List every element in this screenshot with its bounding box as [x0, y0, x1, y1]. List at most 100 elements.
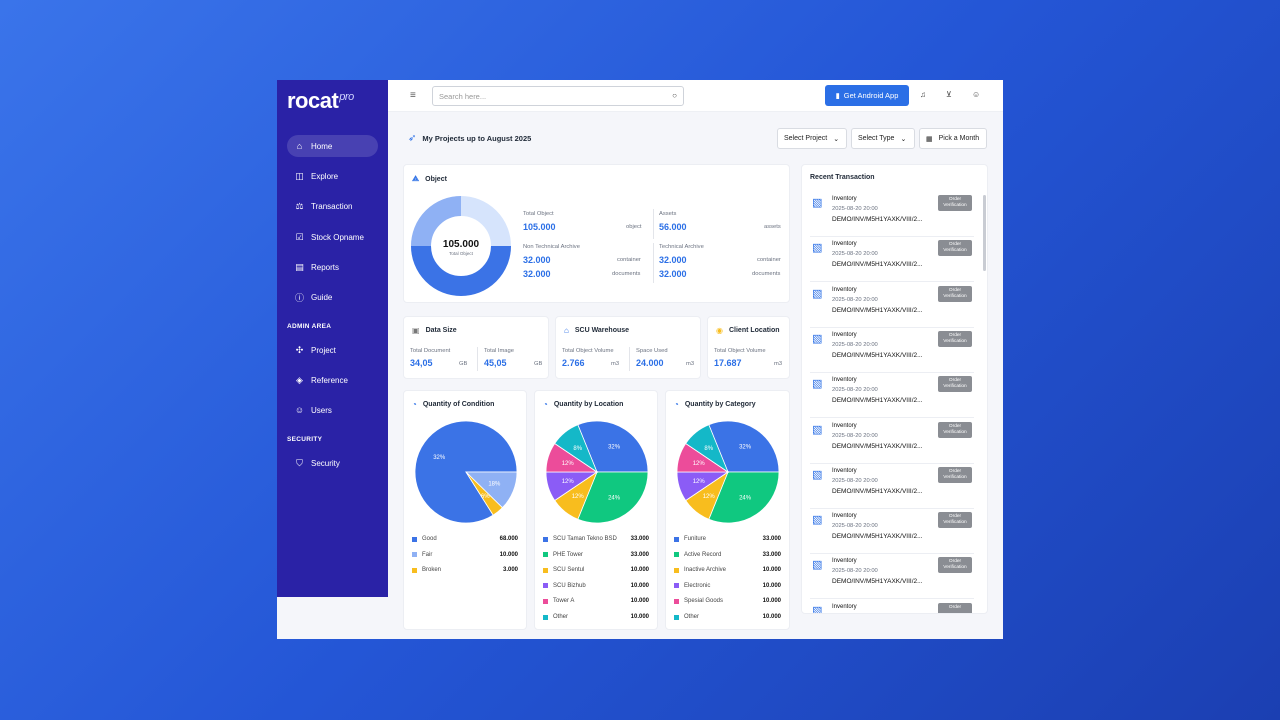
- transaction-code: DEMO/INV/M5H1YAXK/VIII/2...: [832, 261, 923, 269]
- quantity-of-condition-card: ◔ Quantity of Condition 32% 18% 6% Good 68.…: [403, 390, 527, 630]
- transaction-title: Inventory: [832, 513, 857, 520]
- transaction-title: Inventory: [832, 558, 857, 565]
- transaction-code: DEMO/INV/M5H1YAXK/VIII/2...: [832, 533, 923, 541]
- transaction-item[interactable]: ▧ Inventory Order: [810, 600, 974, 613]
- pie-slice: [685, 424, 729, 474]
- legend-swatch: [674, 598, 679, 604]
- pie-slice: [554, 424, 598, 474]
- status-badge: Order Verification: [938, 195, 972, 211]
- quantity-by-category-card: ◔ Quantity by Category 32% 24% 12% 12% 12% 8%…: [665, 390, 790, 630]
- sidebar: rocatpro ⌂ Home ◫ Explore ⚖ Transaction ☑ St…: [277, 80, 388, 597]
- legend-label: Tower A: [553, 598, 575, 605]
- transaction-code: DEMO/INV/M5H1YAXK/VIII/2...: [832, 216, 923, 223]
- chevron-down-icon: ⌄: [900, 135, 907, 143]
- transaction-code: DEMO/INV/M5H1YAXK/VIII/2...: [832, 487, 923, 495]
- legend-swatch: [543, 614, 548, 620]
- transaction-item[interactable]: ▧ Inventory 2025-08-20 20:00 DEMO/INV/M5H1Y…: [810, 373, 974, 419]
- transaction-item[interactable]: ▧ Inventory 2025-08-20 20:00 DEMO/INV/M5H1Y…: [810, 283, 974, 328]
- logo: rocatpro: [287, 88, 354, 113]
- pie-slice-label: 24%: [608, 495, 621, 501]
- pie-slice: [708, 420, 780, 473]
- legend-label: PHE Tower: [553, 551, 583, 558]
- sidebar-item-reports[interactable]: ▤ Reports: [295, 261, 340, 272]
- legend-value: 33.000: [762, 536, 781, 542]
- sidebar-item-explore[interactable]: ◫ Explore: [295, 170, 339, 181]
- profile-icon[interactable]: ☺: [972, 90, 981, 99]
- sidebar-item-reference[interactable]: ◈ Reference: [287, 369, 378, 391]
- sidebar-item-home[interactable]: ⌂ Home: [287, 135, 378, 157]
- status-badge: Order Verification: [938, 421, 972, 438]
- android-icon: ▮: [835, 91, 840, 100]
- legend-label: Active Record: [684, 551, 722, 558]
- transaction-item[interactable]: ▧ Inventory 2025-08-20 20:00 DEMO/INV/M5H1Y…: [810, 419, 974, 464]
- transaction-date: 2025-08-20 20:00: [832, 341, 878, 348]
- page-title: ➶ My Projects up to August 2025: [408, 133, 532, 144]
- bell-icon[interactable]: ♫: [920, 90, 926, 99]
- database-icon: ▣: [412, 326, 420, 335]
- pie-chart-icon: ◔: [674, 400, 679, 409]
- transaction-item[interactable]: ▧ Inventory 2025-08-20 20:00 DEMO/INV/M5H1Y…: [810, 464, 974, 509]
- inventory-icon: ▧: [812, 242, 823, 255]
- legend-swatch: [412, 567, 417, 573]
- status-badge: Order Verification: [938, 330, 972, 347]
- scrollbar[interactable]: [983, 195, 986, 271]
- transaction-item[interactable]: ▧ Inventory 2025-08-20 20:00 DEMO/INV/M5H1Y…: [810, 328, 974, 373]
- inventory-icon: ▧: [812, 197, 823, 209]
- warehouse-icon: ⌂: [564, 326, 569, 335]
- sidebar-item-guide[interactable]: ⓘ Guide: [294, 292, 333, 303]
- transaction-title: Inventory: [832, 467, 857, 474]
- pie-slice-label: 32%: [739, 445, 752, 451]
- legend-label: Funiture: [684, 536, 707, 542]
- donut-segment-secondary: [411, 196, 462, 247]
- transaction-title: Inventory: [832, 286, 857, 293]
- sidebar-item-transaction[interactable]: ⚖ Transaction: [295, 200, 353, 211]
- legend-value: 10.000: [762, 614, 781, 620]
- select-type-dropdown[interactable]: Select Type ⌄: [851, 128, 915, 149]
- pie-slice: [577, 471, 649, 524]
- legend-value: 10.000: [499, 551, 518, 558]
- get-android-app-button[interactable]: ▮ Get Android App: [825, 85, 909, 106]
- location-pie-chart: 32% 24% 12% 12% 12% 8%: [545, 420, 649, 524]
- legend-value: 10.000: [630, 567, 649, 574]
- sidebar-item-stock-opname[interactable]: ☑ Stock Opname: [295, 231, 364, 242]
- object-donut-chart: 105.000 Total Object: [411, 196, 511, 296]
- sidebar-item-users[interactable]: ☺ Users: [294, 405, 332, 415]
- transaction-date: 2025-08-20 20:00: [832, 477, 878, 484]
- inventory-icon: ▧: [812, 514, 823, 527]
- legend-label: Fair: [422, 551, 433, 558]
- admin-area-heading: ADMIN AREA: [287, 323, 332, 330]
- search-icon[interactable]: ○: [672, 91, 677, 100]
- status-badge: Order Verification: [938, 376, 972, 393]
- pie-slice-label: 12%: [693, 479, 706, 485]
- legend-swatch: [674, 536, 679, 542]
- transaction-item[interactable]: ▧ Inventory 2025-08-20 20:00 DEMO/INV/M5H1Y…: [810, 554, 974, 600]
- pie-chart-icon: ◔: [412, 400, 417, 409]
- select-project-dropdown[interactable]: Select Project ⌄: [777, 128, 847, 149]
- hamburger-menu-icon[interactable]: ≡: [410, 90, 416, 101]
- condition-pie-chart: 32% 18% 6%: [414, 420, 518, 524]
- info-icon: ⓘ: [294, 292, 304, 303]
- pick-month-button[interactable]: ▦ Pick a Month: [919, 128, 987, 149]
- legend-value: 10.000: [630, 614, 649, 620]
- technical-container-unit: container: [757, 257, 781, 263]
- search-input[interactable]: Search here... ○: [432, 86, 684, 106]
- status-badge: Order Verification: [938, 512, 972, 529]
- legend-value: 68.000: [499, 536, 518, 542]
- bookmark-icon: ◫: [295, 170, 304, 181]
- pie-slice-label: 12%: [703, 494, 716, 500]
- pie-slice-label: 12%: [572, 494, 585, 500]
- sidebar-item-security[interactable]: ⛉ Security: [287, 452, 378, 474]
- transaction-code: DEMO/INV/M5H1YAXK/VIII/2...: [832, 397, 923, 405]
- donut-segment-primary: [411, 245, 511, 296]
- object-card: ⟁ Object 105.000 Total Object Total Obje…: [403, 164, 790, 303]
- transaction-item[interactable]: ▧ Inventory 2025-08-20 20:00 DEMO/INV/M5H1Y…: [810, 509, 974, 555]
- total-object-value: 105.000: [523, 222, 556, 232]
- sidebar-item-project[interactable]: ✣ Project: [295, 344, 336, 355]
- document-icon: ▤: [295, 261, 304, 272]
- cart-icon[interactable]: ⊻: [946, 90, 952, 99]
- inventory-icon: ▧: [812, 287, 823, 300]
- legend-label: SCU Bizhub: [553, 582, 586, 589]
- transaction-item[interactable]: ▧ Inventory 2025-08-20 20:00 DEMO/INV/M5H1Y…: [810, 237, 974, 283]
- transaction-item[interactable]: ▧ Inventory 2025-08-20 20:00 DEMO/INV/M5H1Y…: [810, 192, 974, 237]
- assets-value: 56.000: [659, 222, 687, 232]
